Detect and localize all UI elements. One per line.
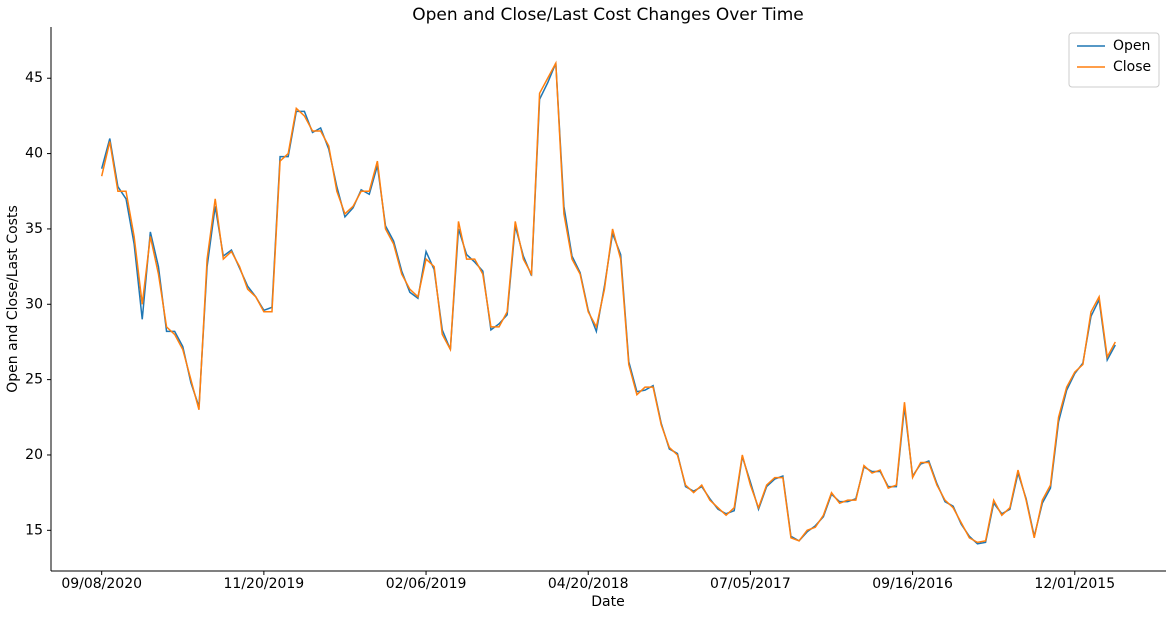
y-tick-label: 25 <box>25 372 43 388</box>
series-line <box>100 60 1116 544</box>
x-tick-label: 11/20/2019 <box>224 576 305 592</box>
chart-title: Open and Close/Last Cost Changes Over Ti… <box>412 5 804 25</box>
x-tick-label: 07/05/2017 <box>710 576 791 592</box>
y-tick-label: 45 <box>25 70 43 86</box>
x-tick-label: 02/06/2019 <box>386 576 467 592</box>
x-tick-label: 12/01/2015 <box>1034 576 1115 592</box>
y-tick-label: 35 <box>25 221 43 237</box>
x-tick-label: 04/20/2018 <box>548 576 629 592</box>
x-tick-label: 09/16/2016 <box>872 576 953 592</box>
x-tick-label: 09/08/2020 <box>61 576 142 592</box>
y-tick-label: 15 <box>25 522 43 538</box>
legend-label: Close <box>1113 59 1151 75</box>
x-axis-label: Date <box>591 594 624 610</box>
y-tick-label: 30 <box>25 296 43 312</box>
legend-label: Open <box>1113 38 1150 54</box>
series-line <box>100 62 1116 545</box>
y-tick-label: 20 <box>25 447 43 463</box>
y-axis-label: Open and Close/Last Costs <box>5 205 21 393</box>
y-tick-label: 40 <box>25 146 43 162</box>
